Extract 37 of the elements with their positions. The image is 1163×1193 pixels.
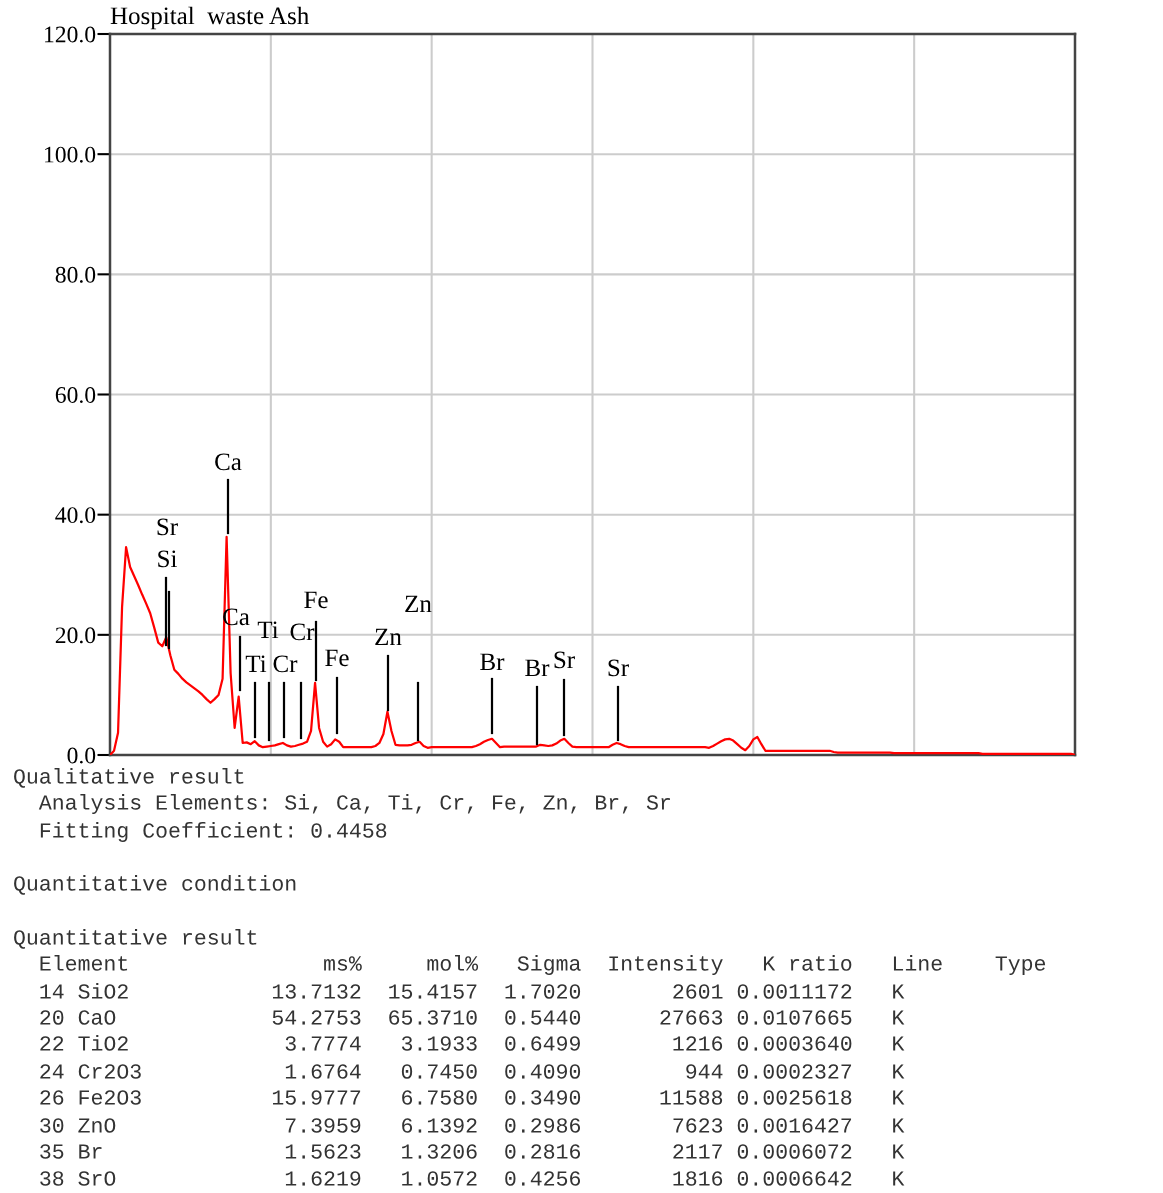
y-tick-label: 20.0: [55, 627, 96, 644]
annotation: Sr: [608, 659, 629, 677]
text: 26 Fe2O3 15.9777 6.7580 0.3490 11588 0.0025618 K: [40, 1090, 905, 1105]
annotation: Zn: [405, 595, 432, 612]
text: Fitting Coefficient: 0.4458: [40, 821, 387, 843]
annotation: Fe: [304, 591, 328, 609]
annotation: Sr: [157, 518, 178, 536]
text: 30 ZnO 7.3959 6.1392 0.2986 7623 0.0016427 K: [40, 1118, 905, 1133]
text: Quantitative result: [14, 928, 257, 949]
text: Quantitative condition: [14, 874, 296, 895]
text: 35 Br 1.5623 1.3206 0.2816 2117 0.0006072 K: [40, 1144, 905, 1159]
annotation: Cr: [273, 655, 298, 673]
annotation: Sr: [554, 651, 575, 669]
text: Analysis Elements: Si, Ca, Ti, Cr, Fe, Zn, Br, Sr: [38, 793, 670, 815]
y-tick-label: 60.0: [55, 386, 96, 404]
text: Qualitative result: [14, 767, 244, 788]
text: 22 TiO2 3.7774 3.1933 0.6499 1216 0.0003640 K: [40, 1034, 905, 1051]
text: Element ms% mol% Sigma Intensity K ratio Line Type: [40, 954, 1046, 976]
chart-title: Hospital waste Ash: [110, 6, 309, 30]
annotation: Cr: [290, 623, 315, 641]
y-tick-label: 80.0: [55, 266, 96, 283]
text: 14 SiO2 13.7132 15.4157 1.7020 2601 0.0011172 K: [40, 982, 905, 999]
annotation: Br: [525, 659, 550, 677]
text: 24 Cr2O3 1.6764 0.7450 0.4090 944 0.0002327 K: [40, 1064, 905, 1079]
y-tick-label: 120.0: [45, 26, 96, 43]
annotation: Ca: [215, 453, 242, 471]
y-tick-label: 40.0: [55, 507, 96, 524]
annotation: Fe: [325, 649, 349, 667]
annotation: Br: [480, 653, 505, 671]
annotation: Ti: [257, 621, 279, 638]
text: 38 SrO 1.6219 1.0572 0.4256 1816 0.0006642 K: [40, 1171, 905, 1186]
y-tick-label: 0.0: [67, 747, 96, 764]
annotation: Ti: [245, 655, 267, 672]
annotation: Zn: [375, 628, 402, 645]
y-tick-label: 100.0: [45, 146, 96, 163]
annotation: Si: [158, 550, 177, 568]
text: 20 CaO 54.2753 65.3710 0.5440 27663 0.0107665 K: [40, 1010, 905, 1025]
